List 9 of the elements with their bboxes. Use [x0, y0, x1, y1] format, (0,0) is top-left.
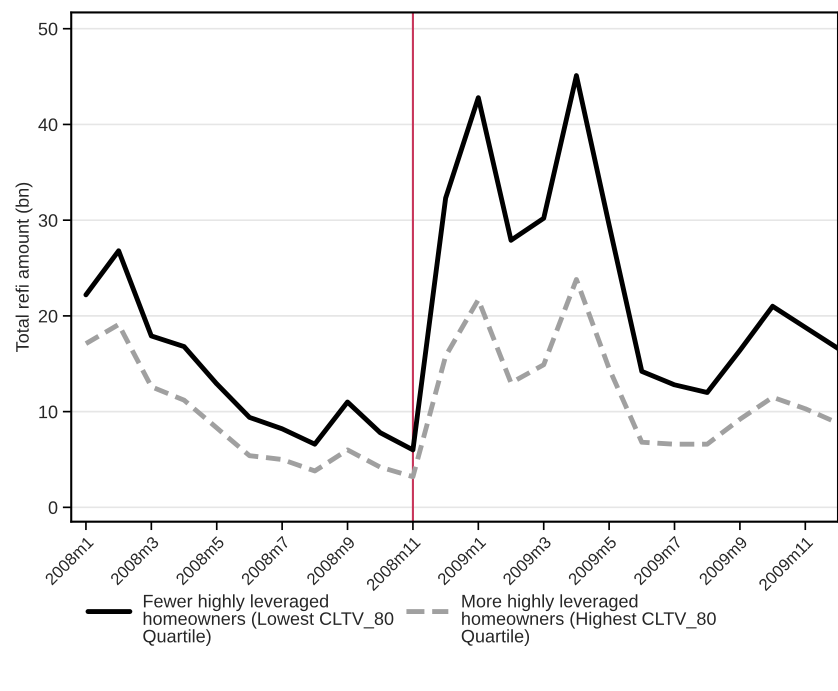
y-tick-label: 10 — [39, 406, 58, 418]
legend-label: Fewer highly leveraged homeowners (Lowest CLTV_80 Quartile) — [143, 594, 394, 646]
legend-label: More highly leveraged homeowners (Highest CLTV_80 Quartile) — [462, 594, 716, 646]
y-axis-title: Total refi amount (bn) — [16, 182, 32, 352]
y-tick-label: 40 — [38, 118, 58, 132]
y-tick-label: 20 — [38, 310, 58, 323]
y-tick-label: 0 — [48, 501, 58, 514]
y-tick-label: 30 — [38, 214, 58, 227]
y-tick-label: 50 — [38, 22, 58, 36]
